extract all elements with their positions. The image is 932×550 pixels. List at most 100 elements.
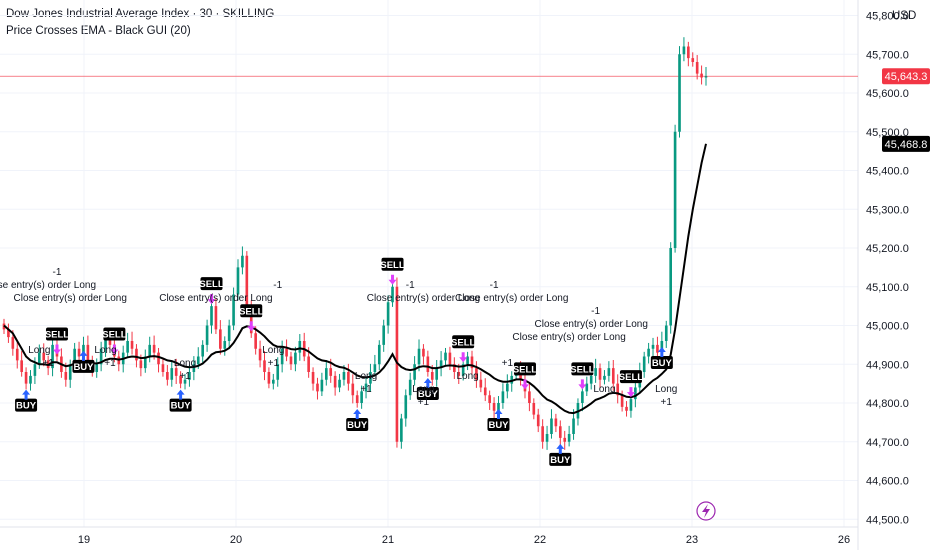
candle-body: [179, 375, 182, 384]
candle-body: [426, 356, 430, 372]
y-tick-label: 45,000.0: [866, 321, 909, 333]
candle-body: [435, 368, 438, 380]
candle-body: [528, 391, 531, 403]
candle-body: [453, 364, 456, 372]
candle-body: [214, 306, 218, 330]
candle-body: [492, 403, 496, 411]
signal-tag: [452, 335, 475, 349]
signal-tag-label: SELL: [380, 260, 404, 271]
signal-tag-label: BUY: [73, 362, 94, 373]
buy-arrow-icon: [556, 443, 565, 454]
candle-body: [64, 372, 68, 380]
candle-body: [338, 379, 341, 388]
signal-tag: [200, 277, 223, 291]
candle-body: [417, 348, 421, 365]
candle-body: [77, 348, 81, 357]
candle-body: [461, 364, 465, 376]
candle-body: [285, 348, 288, 357]
annotation-label: -1: [273, 280, 282, 291]
candle-body: [267, 372, 271, 384]
annotation-label: Long: [174, 358, 196, 369]
signal-tag-label: SELL: [619, 372, 643, 383]
candle-body: [333, 375, 337, 388]
annotation-label: +1: [104, 358, 116, 369]
candle-body: [550, 418, 553, 434]
buy-arrow-icon: [353, 409, 362, 419]
candle-body: [369, 372, 372, 384]
sell-arrow-icon: [626, 387, 635, 398]
candle-body: [249, 306, 253, 334]
signal-tag-label: BUY: [347, 420, 368, 431]
candle-body: [316, 383, 319, 392]
candle-body: [188, 372, 191, 380]
candle-body: [130, 341, 134, 349]
candle-body: [236, 267, 240, 295]
candle-body: [342, 372, 346, 380]
candle-body: [457, 372, 461, 376]
signal-tag-label: SELL: [239, 306, 263, 317]
annotation-label: +1: [418, 397, 430, 408]
candle-body: [669, 248, 672, 326]
candle-body: [479, 379, 483, 388]
candle-body: [625, 406, 628, 411]
annotation-label: Long: [655, 384, 677, 395]
candle-body: [413, 364, 416, 380]
annotation-label: +1: [268, 358, 280, 369]
candle-body: [263, 360, 266, 372]
candle-body: [673, 131, 677, 248]
signal-tag-label: BUY: [418, 389, 439, 400]
candle-body: [585, 383, 589, 392]
signal-tag-label: BUY: [550, 455, 571, 466]
sell-arrow-icon: [578, 379, 587, 390]
candle-body: [329, 368, 333, 376]
lightning-icon[interactable]: [696, 501, 716, 521]
candle-body: [201, 344, 204, 357]
candle-body: [466, 356, 469, 365]
indicator-label[interactable]: Price Crosses EMA - Black GUI (20): [6, 25, 191, 37]
candle-body: [554, 418, 558, 427]
candle-body: [157, 352, 160, 365]
candle-body: [488, 395, 491, 403]
annotation-label: +1: [179, 371, 191, 382]
candle-body: [135, 348, 138, 361]
candle-body: [241, 255, 244, 268]
candle-body: [704, 76, 708, 78]
candle-body: [82, 344, 85, 357]
candle-body: [11, 337, 15, 349]
candle-body: [687, 46, 690, 59]
candle-body: [38, 352, 41, 365]
candle-body: [258, 348, 262, 361]
candle-body: [678, 54, 681, 132]
candle-body: [86, 344, 90, 361]
candle-body: [501, 391, 505, 403]
annotation-label: Long: [456, 371, 478, 382]
candle-body: [589, 375, 593, 384]
candle-body: [42, 352, 46, 361]
candle-body: [598, 368, 602, 380]
candle-body: [634, 387, 637, 400]
signal-tag-label: SELL: [199, 279, 223, 290]
candle-body: [15, 348, 19, 361]
candle-body: [232, 294, 235, 326]
candle-body: [360, 391, 363, 403]
signal-tag: [346, 418, 369, 431]
y-tick-label: 44,500.0: [866, 514, 909, 526]
y-axis[interactable]: 45,800.0 45,700.0 45,600.0 45,500.0 45,400.0…: [866, 11, 909, 527]
candle-body: [642, 356, 646, 372]
annotation-label: +1: [42, 358, 54, 369]
candle-body: [196, 356, 200, 365]
candle-body: [183, 379, 187, 384]
candle-body: [166, 372, 169, 380]
candle-body: [254, 333, 257, 349]
candle-body: [143, 356, 147, 369]
x-axis[interactable]: 19 20 21 22 23 26: [78, 534, 850, 546]
y-tick-label: 44,900.0: [866, 359, 909, 371]
annotation-label: +1: [502, 358, 514, 369]
x-tick-label: 23: [686, 534, 698, 546]
signal-tag-label: SELL: [570, 364, 594, 375]
candle-body: [656, 344, 659, 353]
candle-body: [607, 368, 611, 376]
candle-body: [373, 364, 377, 372]
